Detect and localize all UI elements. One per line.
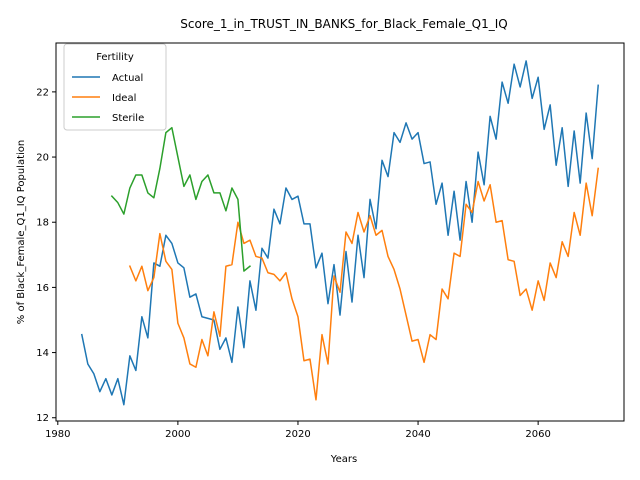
x-tick-label: 2040 [405,429,430,440]
legend-label-actual: Actual [112,73,143,84]
y-tick-label: 18 [36,218,49,229]
series-layer [80,60,600,406]
y-tick-label: 12 [36,413,49,424]
series-line-sterile [110,126,251,272]
legend-title: Fertility [96,52,134,63]
x-axis-label: Years [330,454,357,465]
x-tick-label: 2000 [165,429,190,440]
plot-frame [55,42,625,422]
y-tick-label: 14 [36,348,49,359]
legend: Fertility Actual Ideal Sterile [63,43,167,131]
legend-label-sterile: Sterile [112,113,144,124]
y-axis: 12 14 16 18 20 22 [36,87,56,424]
series-line-actual [80,60,599,406]
y-tick-label: 16 [36,283,49,294]
y-tick-label: 22 [36,87,49,98]
x-tick-label: 1980 [45,429,70,440]
x-tick-label: 2060 [525,429,550,440]
series-line-ideal [128,167,600,401]
y-tick-label: 20 [36,153,49,164]
legend-label-ideal: Ideal [112,93,136,104]
legend-box [63,43,167,131]
x-tick-label: 2020 [285,429,310,440]
x-axis: 1980 2000 2020 2040 2060 [45,421,551,440]
y-axis-label: % of Black_Female_Q1_IQ Population [16,140,27,324]
chart-title: Score_1_in_TRUST_IN_BANKS_for_Black_Fema… [180,17,507,31]
